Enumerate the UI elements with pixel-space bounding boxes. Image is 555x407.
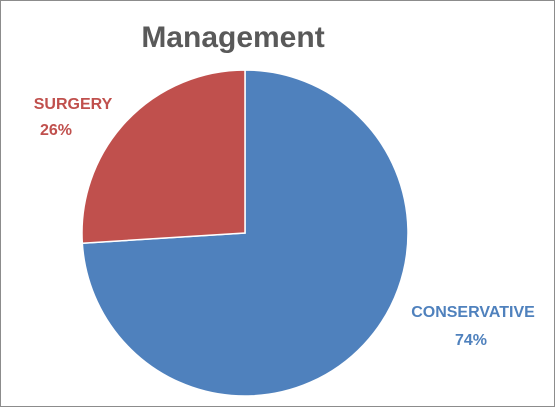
pie-slices bbox=[82, 70, 408, 396]
slice-label-conservative-value: 74% bbox=[455, 332, 487, 349]
chart-title: Management bbox=[141, 21, 324, 54]
slice-label-surgery-value: 26% bbox=[40, 122, 72, 139]
slice-label-surgery-name: SURGERY bbox=[34, 96, 113, 113]
slice-label-conservative-name: CONSERVATIVE bbox=[411, 304, 535, 321]
